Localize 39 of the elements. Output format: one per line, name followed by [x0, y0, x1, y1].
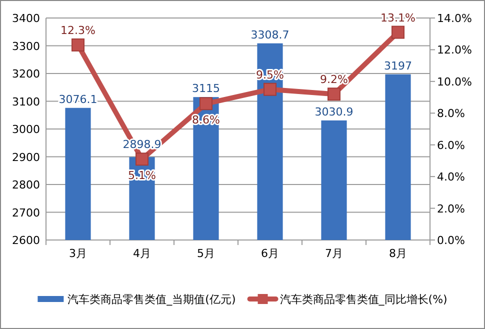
point	[136, 152, 148, 166]
x-tick-label: 4月	[133, 247, 151, 260]
data-label: 12.3%	[60, 24, 96, 37]
x-tick-label: 6月	[261, 247, 279, 260]
y-tick-label: 2700	[12, 206, 40, 220]
legend-label: 汽车类商品零售类值_同比增长(%)	[280, 293, 448, 306]
point	[392, 26, 404, 39]
legend-label: 汽车类商品零售类值_当期值(亿元)	[68, 293, 236, 306]
data-label: 3076.1	[58, 92, 98, 106]
data-label: 3115	[192, 82, 220, 96]
point	[72, 38, 84, 52]
data-label: 9.2%	[320, 73, 348, 86]
y-tick-label: 2800	[12, 178, 40, 192]
point	[328, 88, 340, 101]
y2-tick-label: 0.0%	[437, 234, 465, 247]
y2-tick-label: 2.0%	[437, 202, 465, 216]
y-tick-label: 2900	[12, 150, 40, 164]
y-tick-label: 3300	[12, 40, 40, 53]
y2-tick-label: 10.0%	[437, 75, 472, 88]
y-tick-label: 3000	[12, 123, 40, 136]
y2-tick-label: 14.0%	[437, 12, 472, 25]
y2-tick-label: 4.0%	[437, 170, 465, 184]
y-tick-label: 3100	[12, 95, 40, 108]
data-label: 3197	[384, 59, 412, 72]
y2-tick-label: 8.0%	[437, 107, 465, 120]
y2-tick-label: 6.0%	[437, 138, 465, 152]
point	[200, 97, 212, 110]
point	[264, 82, 276, 96]
y-tick-label: 2600	[12, 234, 40, 247]
x-tick-label: 5月	[197, 247, 215, 260]
data-label: 3030.9	[314, 105, 354, 118]
data-label: 3308.7	[250, 28, 290, 42]
y2-tick-label: 12.0%	[437, 44, 472, 57]
y-tick-label: 3200	[12, 68, 40, 80]
x-tick-label: 8月	[389, 247, 407, 260]
x-tick-label: 7月	[325, 247, 343, 260]
data-label: 13.1%	[380, 11, 416, 24]
y-tick-label: 3400	[12, 12, 40, 25]
x-tick-label: 3月	[69, 247, 87, 260]
